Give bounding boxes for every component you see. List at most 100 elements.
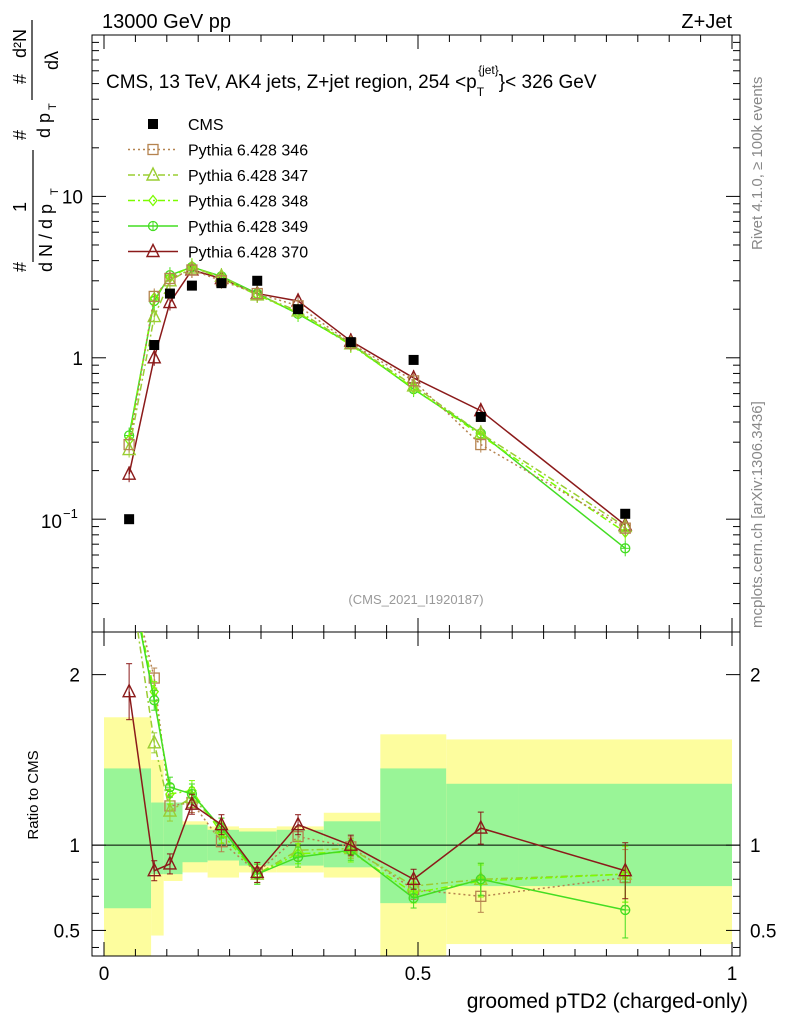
legend-label: Pythia 6.428 346 — [188, 143, 308, 160]
ratio-panel — [91, 631, 741, 957]
data-point — [620, 508, 631, 519]
ratio-axis-ticks: 0.5 0.5 1 1 2 2 0 0.5 1 — [54, 632, 776, 985]
series-line — [128, 265, 626, 533]
band-inner — [182, 824, 208, 863]
ratio-point — [147, 862, 162, 877]
ratio-series — [121, 632, 633, 939]
ratio-xtick-label: 1 — [727, 964, 738, 985]
ratio-bands — [104, 717, 732, 956]
ratio-point — [165, 787, 175, 801]
series-pythia-6.428-348 — [124, 258, 631, 541]
data-point — [123, 438, 135, 451]
data-point — [406, 377, 421, 392]
ratio-point — [214, 816, 229, 831]
ratio-point — [184, 795, 200, 810]
series-line — [128, 269, 626, 526]
legend-marker — [145, 166, 161, 181]
ratio-point — [250, 863, 265, 879]
ratio-point — [164, 782, 176, 793]
header-energy: 13000 GeV pp — [102, 11, 231, 33]
legend-entry: Pythia 6.428 370 — [128, 242, 308, 262]
ratio-point — [162, 802, 178, 817]
ratio-xtick-label: 0 — [99, 964, 110, 985]
ratio-point — [475, 874, 486, 885]
legend-label: Pythia 6.428 348 — [188, 194, 308, 211]
ylabel-T1: T — [49, 188, 61, 195]
ratio-xlabel: groomed pTD2 (charged-only) — [467, 990, 748, 1013]
data-point — [121, 465, 137, 480]
legend-marker — [148, 119, 158, 129]
legend-label: Pythia 6.428 349 — [188, 219, 308, 236]
legend-label: Pythia 6.428 370 — [188, 245, 308, 262]
data-point — [148, 290, 160, 303]
ratio-series-pythia-6.428-370 — [121, 663, 633, 900]
legend-entry: Pythia 6.428 348 — [128, 194, 308, 211]
ratio-ytick-right: 0.5 — [750, 921, 776, 942]
ratio-ytick-left: 1 — [69, 836, 80, 857]
ratio-ytick-right: 2 — [750, 666, 761, 687]
legend-marker — [147, 143, 159, 156]
ylabel-hash-1: # — [10, 262, 30, 272]
main-series — [121, 258, 633, 557]
ylabel-hash-3: # — [10, 74, 30, 84]
data-point — [186, 280, 197, 291]
title-sub-t: T — [477, 85, 485, 99]
analysis-watermark: (CMS_2021_I1920187) — [348, 592, 483, 607]
legend-entry: Pythia 6.428 349 — [128, 219, 308, 236]
ratio-point — [406, 870, 421, 885]
ytick-label-10: 10 — [62, 187, 83, 208]
header-process: Z+Jet — [681, 11, 732, 33]
legend-entry: CMS — [148, 117, 224, 134]
data-point — [164, 272, 176, 285]
legend-label: CMS — [188, 117, 224, 134]
ytick-label-1: 1 — [72, 349, 83, 370]
data-point — [162, 293, 178, 309]
ratio-xtick-label: 0.5 — [405, 964, 431, 985]
data-point — [252, 275, 263, 286]
data-point — [475, 438, 487, 451]
ylabel-d2N: d²N — [10, 29, 30, 58]
ratio-point — [292, 851, 304, 863]
data-point — [345, 337, 356, 348]
legend-entry: Pythia 6.428 347 — [128, 166, 308, 185]
data-point — [124, 514, 135, 525]
ratio-point — [473, 819, 488, 834]
ratio-point — [290, 816, 306, 831]
legend: CMS Pythia 6.428 346 Pythia 6.428 347 Pythi… — [128, 117, 308, 262]
data-point — [164, 288, 175, 299]
ratio-point — [147, 734, 162, 749]
legend-marker — [148, 194, 158, 207]
ratio-point — [149, 695, 160, 706]
data-point — [121, 441, 137, 456]
plot-title: CMS, 13 TeV, AK4 jets, Z+jet region, 254… — [106, 63, 597, 99]
rivet-label: Rivet 4.1.0, ≥ 100k events — [749, 77, 766, 250]
data-point — [293, 304, 304, 315]
series-line — [128, 267, 626, 528]
ratio-ytick-left: 2 — [69, 666, 80, 687]
ylabel-dN: d N / d p — [36, 204, 56, 272]
ylabel-hash-2: # — [10, 130, 30, 140]
data-point — [408, 354, 419, 365]
main-ylabel: # d N / d p T 1 # d p T # d²N dλ — [10, 20, 62, 272]
ylabel-dlambda: dλ — [42, 51, 62, 70]
series-line — [128, 269, 626, 529]
data-point — [147, 349, 162, 364]
band-inner — [151, 802, 164, 875]
data-point — [251, 287, 263, 300]
ytick-label-0.1: 10 — [41, 512, 62, 533]
legend-marker — [145, 242, 161, 258]
ratio-point — [162, 855, 178, 870]
data-point — [620, 543, 631, 554]
ratio-ytick-right: 1 — [750, 836, 761, 857]
series-pythia-6.428-346 — [123, 261, 631, 537]
data-point — [216, 278, 227, 289]
data-point — [620, 526, 631, 539]
ratio-point — [618, 862, 633, 877]
ratio-point — [121, 683, 137, 698]
data-point — [619, 522, 631, 534]
series-pythia-6.428-349 — [123, 259, 631, 557]
title-part-2: }< 326 GeV — [499, 72, 597, 93]
ylabel-one: 1 — [10, 202, 30, 212]
